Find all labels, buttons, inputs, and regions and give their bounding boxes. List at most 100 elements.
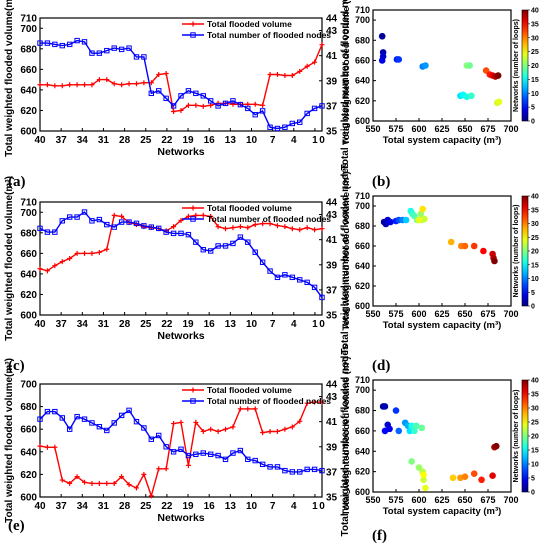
series-marker-plus <box>252 222 258 228</box>
legend-swatch-marker <box>190 21 196 27</box>
series-marker-plus <box>200 103 206 109</box>
scatter-point <box>419 205 426 213</box>
series-marker-plus <box>156 466 162 472</box>
series-marker-square <box>170 449 177 455</box>
series-marker-square <box>178 446 184 452</box>
scatter-point <box>495 98 503 106</box>
series-marker-square <box>245 105 251 112</box>
y2-tick-label: 41 <box>326 417 338 428</box>
x-tick-label: 1 <box>312 135 318 146</box>
x-tick-label: 550 <box>365 309 380 319</box>
x-tick-label: 550 <box>365 124 380 134</box>
series-marker-plus <box>193 419 199 425</box>
series-marker-plus <box>59 259 65 265</box>
y-tick-label: 640 <box>355 446 370 456</box>
series-line-2 <box>39 211 323 298</box>
series-marker-square <box>74 413 80 420</box>
y-tick-label: 710 <box>355 191 370 201</box>
x-tick-label: 650 <box>457 309 472 319</box>
y-axis-label: Total weighted flooded volume(m³) <box>4 0 15 157</box>
y-tick-label: 680 <box>355 221 370 231</box>
legend-swatch-marker <box>190 216 196 222</box>
x-tick-label: 4 <box>291 135 297 146</box>
series-marker-square <box>52 408 58 415</box>
legend-entry-label: Total number of flooded nodes <box>207 30 331 40</box>
series-marker-plus <box>252 406 258 412</box>
series-marker-square <box>126 45 132 51</box>
series-marker-plus <box>126 81 132 87</box>
x-tick-label: 600 <box>411 124 426 134</box>
colorbar-tick-label: 0 <box>531 119 535 126</box>
series-marker-square <box>237 101 244 108</box>
series-marker-square <box>89 50 95 56</box>
y2-tick-label: 35 <box>326 311 338 322</box>
series-marker-plus <box>193 212 199 218</box>
series-marker-plus <box>260 102 266 108</box>
series-marker-square <box>319 294 325 301</box>
colorbar-tick-label: 35 <box>531 21 539 28</box>
x-tick-label: 31 <box>98 501 110 512</box>
y-tick-label: 620 <box>355 281 370 291</box>
series-marker-square <box>274 464 281 470</box>
series-marker-plus <box>312 399 318 405</box>
series-marker-square <box>185 88 192 94</box>
series-marker-square <box>111 45 117 51</box>
series-marker-plus <box>267 72 273 77</box>
x-tick-label: 675 <box>480 309 495 319</box>
series-marker-plus <box>267 428 273 434</box>
series-marker-square <box>126 407 132 414</box>
x-tick-label: 0 <box>319 501 325 512</box>
scatter-point <box>420 471 427 478</box>
y-tick-label: 640 <box>355 76 370 86</box>
series-marker-square <box>230 450 236 456</box>
series-marker-plus <box>208 213 214 219</box>
series-marker-plus <box>178 217 184 223</box>
series-marker-plus <box>304 63 310 69</box>
panel-label: (d) <box>372 358 390 374</box>
series-marker-plus <box>245 406 251 412</box>
series-marker-square <box>66 426 73 432</box>
series-marker-plus <box>104 480 110 486</box>
series-marker-plus <box>163 466 169 472</box>
colorbar <box>521 195 529 307</box>
scatter-point <box>395 427 403 435</box>
panel-label: (e) <box>8 518 25 534</box>
x-tick-label: 7 <box>270 501 276 512</box>
y2-tick-label: 35 <box>326 493 338 504</box>
series-marker-plus <box>133 485 139 491</box>
series-marker-square <box>89 420 95 426</box>
x-tick-label: 19 <box>182 319 194 330</box>
x-tick-label: 650 <box>457 495 472 505</box>
y-tick-label: 680 <box>20 44 37 55</box>
x-tick-label: 13 <box>225 135 237 146</box>
x-tick-label: 550 <box>365 495 380 505</box>
colorbar-tick-label: 10 <box>531 462 539 469</box>
y-tick-label: 660 <box>20 249 37 260</box>
scatter-point <box>412 422 420 430</box>
colorbar <box>521 9 529 122</box>
legend-entry-label: Total flooded volume <box>207 385 292 395</box>
y2-tick-label: 44 <box>326 198 338 209</box>
y-tick-label: 600 <box>355 116 370 126</box>
y-tick-label: 710 <box>20 198 37 209</box>
scatter-point <box>449 474 457 482</box>
x-tick-label: 19 <box>182 501 194 512</box>
y-tick-label: 700 <box>20 24 37 35</box>
colorbar-tick-label: 10 <box>531 276 539 283</box>
x-tick-label: 19 <box>182 135 194 146</box>
series-marker-plus <box>104 77 110 83</box>
x-tick-label: 28 <box>119 135 131 146</box>
series-marker-square <box>170 230 177 237</box>
colorbar-label: Networks (number of loops) <box>513 390 520 483</box>
y2-axis-label: Total weighted number of flooded nodes <box>340 0 351 171</box>
x-tick-label: 25 <box>140 319 152 330</box>
series-marker-square <box>156 225 162 232</box>
scatter-point <box>463 62 471 69</box>
y-tick-label: 680 <box>20 402 37 413</box>
y-tick-label: 710 <box>355 5 370 15</box>
series-marker-square <box>104 427 110 434</box>
series-marker-plus <box>171 108 177 114</box>
colorbar-tick-label: 10 <box>531 91 539 98</box>
series-marker-square <box>259 461 266 468</box>
series-marker-square <box>111 224 117 230</box>
